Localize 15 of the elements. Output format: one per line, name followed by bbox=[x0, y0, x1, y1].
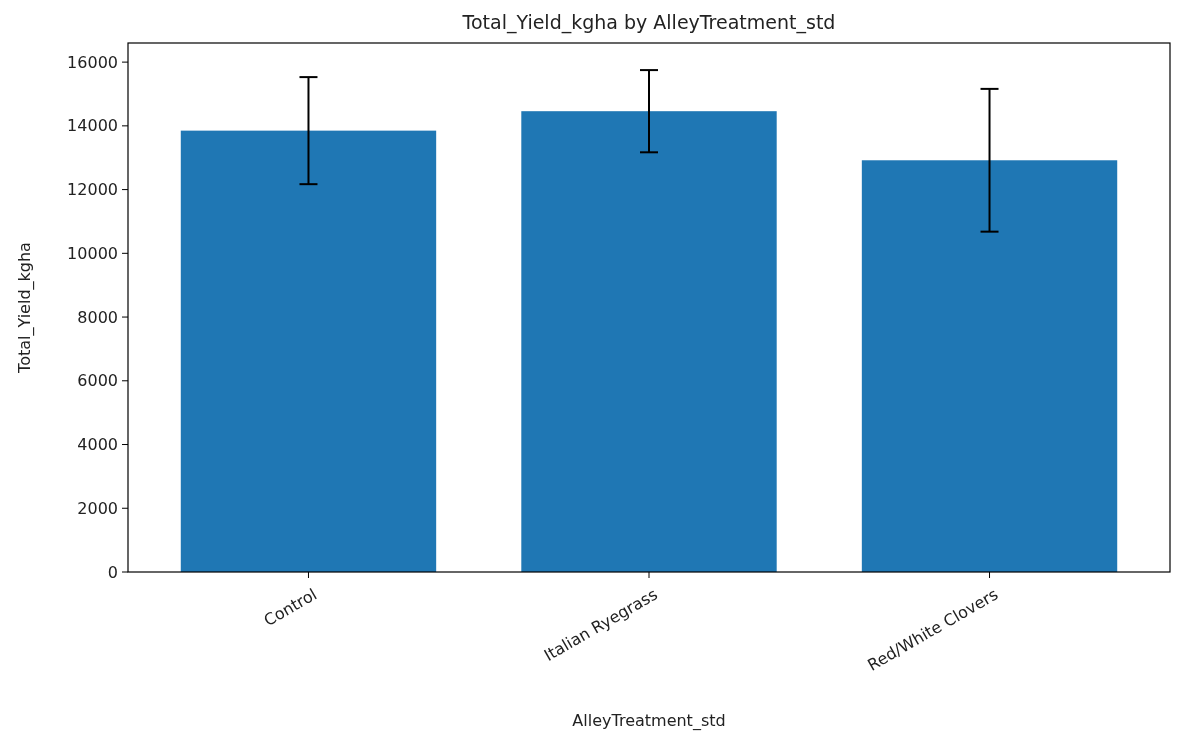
y-tick-label: 6000 bbox=[77, 371, 118, 391]
bar bbox=[861, 160, 1118, 572]
bar bbox=[521, 111, 777, 572]
y-tick-label: 10000 bbox=[67, 243, 118, 263]
y-tick-label: 4000 bbox=[77, 435, 118, 455]
y-axis-title: Total_Yield_kgha bbox=[15, 242, 35, 374]
y-tick-label: 12000 bbox=[67, 180, 118, 200]
y-tick-label: 8000 bbox=[77, 307, 118, 327]
chart-title: Total_Yield_kgha by AlleyTreatment_std bbox=[461, 11, 836, 34]
y-tick-label: 2000 bbox=[77, 498, 118, 518]
bar bbox=[180, 130, 437, 572]
y-tick-label: 0 bbox=[107, 562, 118, 582]
y-tick-label: 14000 bbox=[67, 116, 118, 136]
y-tick-label: 16000 bbox=[67, 52, 118, 72]
x-axis-title: AlleyTreatment_std bbox=[572, 711, 726, 731]
